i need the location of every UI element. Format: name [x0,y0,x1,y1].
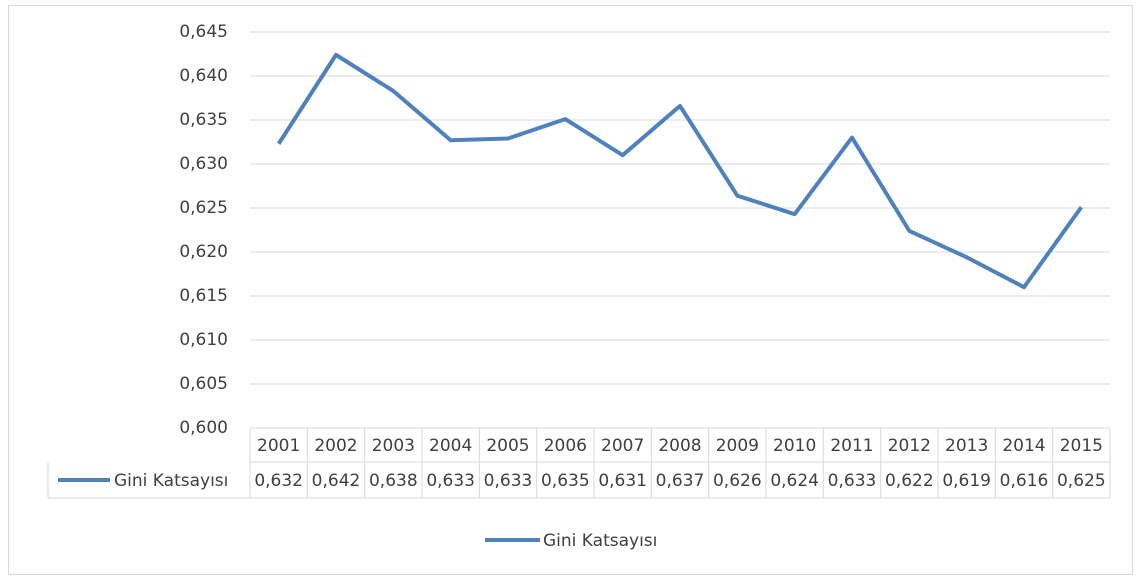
y-tick-label: 0,610 [179,330,228,350]
x-tick-label: 2001 [257,436,300,456]
x-tick-label: 2014 [1002,436,1045,456]
y-tick-label: 0,615 [179,286,228,306]
x-tick-label: 2005 [486,436,529,456]
y-tick-label: 0,635 [179,110,228,130]
data-table-value: 0,619 [942,471,991,491]
x-tick-label: 2013 [945,436,988,456]
data-table-value: 0,633 [426,471,475,491]
y-tick-label: 0,620 [179,242,228,262]
y-tick-label: 0,605 [179,374,228,394]
y-tick-label: 0,640 [179,66,228,86]
x-tick-label: 2015 [1060,436,1103,456]
data-table-value: 0,625 [1057,471,1106,491]
data-table-value: 0,631 [598,471,647,491]
y-tick-label: 0,645 [179,22,228,42]
data-table-value: 0,626 [713,471,762,491]
x-tick-label: 2006 [544,436,587,456]
data-table-value: 0,642 [312,471,361,491]
data-table-value: 0,635 [541,471,590,491]
x-tick-label: 2002 [314,436,357,456]
data-table-value: 0,637 [656,471,705,491]
data-table-value: 0,633 [828,471,877,491]
x-tick-label: 2010 [773,436,816,456]
line-series [276,52,1083,290]
y-tick-label: 0,600 [179,418,228,438]
x-tick-label: 2003 [372,436,415,456]
x-tick-label: 2007 [601,436,644,456]
x-tick-label: 2012 [888,436,931,456]
chart-border [8,5,1133,575]
y-tick-label: 0,625 [179,198,228,218]
data-table-value: 0,638 [369,471,418,491]
legend-label: Gini Katsayısı [543,531,657,551]
x-tick-label: 2009 [716,436,759,456]
x-tick-label: 2008 [658,436,701,456]
data-table-value: 0,632 [254,471,303,491]
table-row-header: Gini Katsayısı [114,471,228,491]
data-table-value: 0,622 [885,471,934,491]
data-table-value: 0,633 [484,471,533,491]
data-table-value: 0,616 [1000,471,1049,491]
x-tick-label: 2011 [830,436,873,456]
x-tick-label: 2004 [429,436,472,456]
y-tick-label: 0,630 [179,154,228,174]
data-table-value: 0,624 [770,471,819,491]
